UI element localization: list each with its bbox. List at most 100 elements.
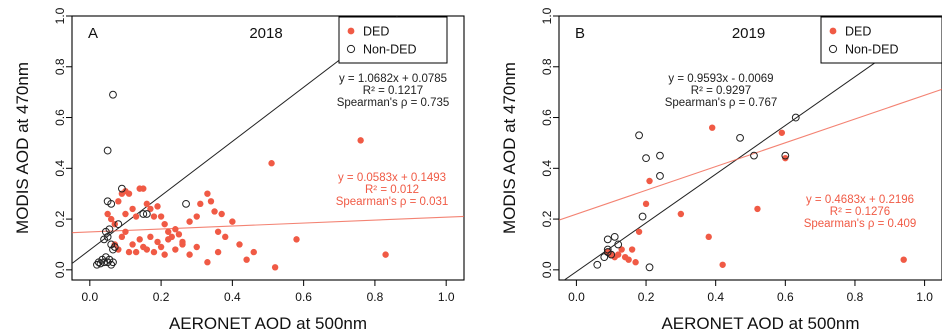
fit-annotation-ded: y = 0.4683x + 0.2196 (806, 194, 914, 206)
data-point-ded (125, 248, 133, 256)
fit-annotation-non-ded: R² = 0.1217 (363, 85, 423, 97)
data-point-ded (154, 238, 161, 246)
legend-marker-non-ded (346, 44, 356, 54)
y-tick-label: 1.0 (540, 7, 554, 24)
data-point-ded (618, 246, 625, 253)
y-tick-label: 0.4 (540, 160, 554, 177)
x-tick-label: 0.6 (295, 290, 312, 304)
data-point-ded (150, 213, 158, 220)
data-point-ded (165, 228, 172, 235)
fit-annotation-ded: y = 0.0583x + 0.1493 (338, 172, 446, 184)
legend-marker-non-ded (828, 44, 838, 54)
y-tick-label: 0.0 (53, 261, 67, 278)
y-axis-title: MODIS AOD at 470nm (500, 62, 519, 234)
chart-panel-a: 0.0 0.2 0.4 0.6 0.8 1.0 0.0 0.2 0.4 0.6 0.8 1.0 AERO… (13, 7, 465, 332)
data-point-ded (754, 205, 761, 213)
legend-marker-ded (829, 27, 837, 35)
x-tick-label: 0.4 (224, 290, 241, 304)
y-tick-label: 0.8 (53, 58, 67, 75)
y-tick-label: 0.2 (53, 210, 67, 227)
data-point-ded (382, 251, 389, 258)
fit-annotation-ded: Spearman's ρ = 0.409 (804, 218, 917, 230)
x-tick-label: 0.2 (153, 290, 170, 304)
data-point-ded (122, 210, 129, 218)
data-point-non-ded (638, 212, 647, 221)
x-axis-title: AERONET AOD at 500nm (661, 314, 859, 332)
y-tick-label: 0.8 (540, 58, 554, 75)
data-point-non-ded (607, 250, 616, 259)
data-point-ded (161, 251, 168, 258)
data-point-non-ded (645, 263, 654, 272)
legend-box (820, 16, 942, 64)
data-point-ded (900, 256, 907, 263)
data-point-ded (140, 185, 147, 192)
data-point-ded (635, 228, 643, 235)
data-point-non-ded (96, 259, 105, 268)
data-point-ded (186, 218, 193, 225)
data-point-ded (104, 210, 111, 218)
data-point-ded (172, 246, 179, 253)
y-tick-label: 0.6 (540, 109, 554, 126)
data-point-non-ded (103, 232, 112, 241)
data-point-non-ded (750, 151, 758, 160)
data-point-ded (147, 233, 154, 241)
data-point-non-ded (736, 133, 744, 142)
data-point-non-ded (105, 225, 114, 234)
data-point-non-ded (656, 151, 664, 160)
data-point-ded (165, 236, 172, 243)
data-point-non-ded (114, 220, 123, 229)
fit-annotation-ded: R² = 0.012 (365, 184, 419, 196)
x-tick-label: 0.6 (777, 290, 794, 304)
data-point-ded (115, 198, 122, 205)
data-point-ded (211, 208, 218, 215)
data-point-ded (157, 213, 165, 220)
panel-label: B (575, 25, 585, 42)
data-point-ded (175, 231, 183, 238)
data-point-ded (250, 248, 257, 256)
data-point-non-ded (642, 154, 650, 163)
data-point-ded (147, 205, 154, 213)
data-point-ded (677, 210, 685, 218)
data-point-ded (129, 205, 136, 213)
x-tick-label: 0.2 (638, 290, 655, 304)
y-tick-label: 0.2 (540, 210, 554, 227)
x-tick-label: 1.0 (916, 290, 933, 304)
data-point-non-ded (117, 184, 126, 193)
data-point-ded (161, 220, 168, 228)
data-point-ded (115, 246, 122, 253)
data-point-ded (193, 243, 200, 251)
data-point-non-ded (109, 258, 117, 267)
x-tick-label: 1.0 (438, 290, 455, 304)
data-point-non-ded (656, 172, 664, 180)
plot-frame (71, 15, 465, 281)
data-point-ded (122, 228, 129, 235)
year-label: 2018 (249, 25, 282, 42)
legend-label: Non-DED (363, 43, 417, 57)
fit-annotation-non-ded: Spearman's ρ = 0.767 (665, 97, 778, 109)
y-tick-label: 1.0 (53, 7, 67, 24)
data-point-ded (271, 264, 279, 271)
data-point-ded (782, 154, 789, 162)
legend: DED Non-DED (338, 16, 448, 64)
data-point-ded (204, 259, 211, 266)
data-point-non-ded (109, 90, 117, 99)
data-point-ded (108, 215, 115, 223)
chart-panel-b: 0.0 0.2 0.4 0.6 0.8 1.0 0.0 0.2 0.4 0.6 0.8 1.0 AERO… (500, 7, 942, 332)
data-point-ded (243, 256, 250, 263)
data-point-ded (125, 190, 133, 197)
data-point-non-ded (103, 146, 112, 155)
data-point-ded (193, 213, 200, 220)
fit-annotation-non-ded: R² = 0.9297 (691, 85, 751, 97)
fit-line-ded (72, 215, 464, 234)
fit-line-ded (559, 88, 942, 221)
data-point-ded (778, 129, 786, 136)
data-point-ded (157, 243, 165, 251)
data-point-ded (207, 198, 215, 205)
data-point-non-ded (610, 232, 619, 241)
data-point-ded (218, 210, 225, 218)
data-point-ded (136, 236, 143, 243)
data-point-non-ded (107, 199, 116, 208)
x-tick-label: 0.4 (707, 290, 724, 304)
data-point-ded (154, 203, 161, 210)
